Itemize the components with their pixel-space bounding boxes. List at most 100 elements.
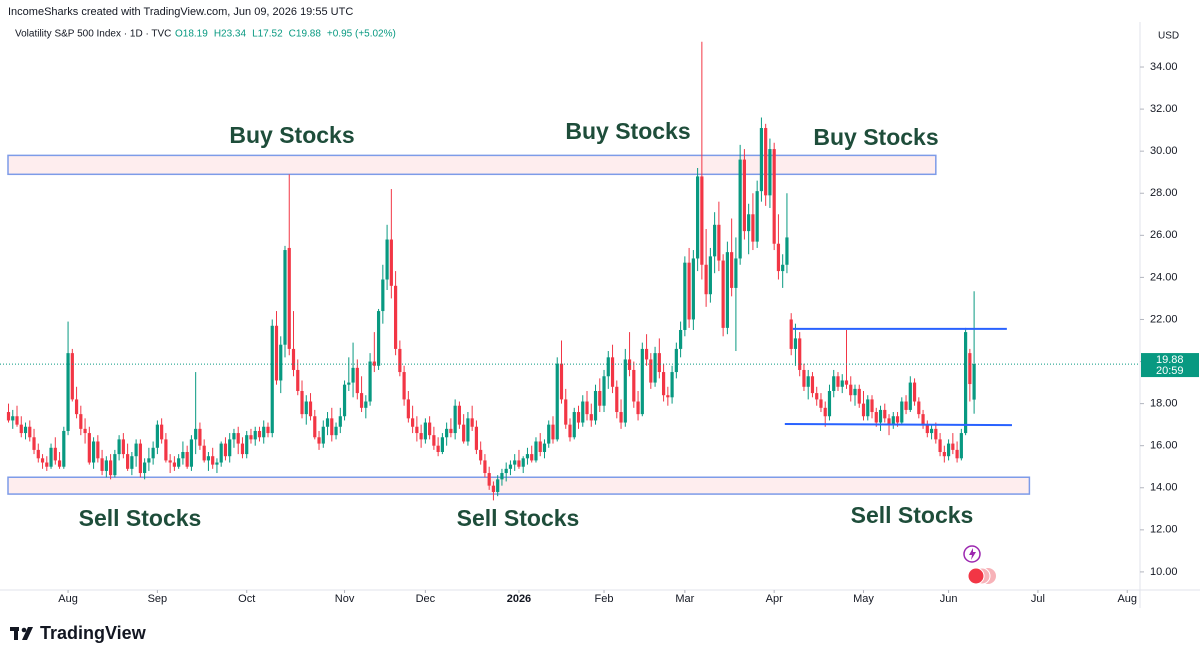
candle-body bbox=[121, 439, 125, 455]
candle-body bbox=[432, 435, 436, 446]
candle-body bbox=[921, 414, 925, 425]
candle-body bbox=[143, 462, 147, 474]
x-tick-label: May bbox=[853, 593, 874, 605]
candle-body bbox=[428, 422, 432, 436]
candle-body bbox=[866, 399, 870, 417]
candle-body bbox=[219, 443, 223, 463]
candle-body bbox=[155, 424, 159, 448]
x-tick-label: Jun bbox=[940, 593, 958, 605]
candle-body bbox=[308, 401, 313, 417]
candle-body bbox=[338, 416, 342, 427]
candle-body bbox=[470, 418, 474, 427]
x-tick-label: Oct bbox=[238, 593, 255, 605]
y-tick-label: 24.00 bbox=[1150, 271, 1178, 283]
candle-body bbox=[955, 449, 959, 459]
event-icon-bolt bbox=[969, 548, 976, 560]
candle-body bbox=[462, 424, 466, 442]
brand: TradingView bbox=[40, 623, 147, 643]
candle-body bbox=[385, 239, 389, 280]
candle-body bbox=[708, 256, 712, 295]
candle-body bbox=[568, 424, 572, 438]
candle-body bbox=[968, 353, 972, 385]
candle-body bbox=[287, 247, 291, 349]
brand-logo bbox=[10, 627, 33, 640]
candle-body bbox=[691, 258, 695, 320]
candle-body bbox=[381, 279, 385, 312]
candle-body bbox=[249, 435, 253, 440]
candle-body bbox=[581, 401, 585, 423]
candle-body bbox=[304, 401, 308, 415]
candle-body bbox=[130, 456, 134, 469]
y-tick-label: 10.00 bbox=[1150, 566, 1178, 578]
candle-body bbox=[751, 214, 755, 242]
candle-body bbox=[798, 338, 802, 370]
candle-body bbox=[181, 451, 185, 459]
candle-body bbox=[70, 353, 74, 400]
change: +0.95 (+5.02%) bbox=[327, 29, 396, 40]
candle-body bbox=[929, 428, 934, 434]
candle-body bbox=[283, 250, 287, 345]
chart-pane bbox=[6, 41, 1031, 501]
candle-body bbox=[900, 401, 904, 423]
candle-body bbox=[615, 386, 619, 413]
candle-body bbox=[372, 361, 376, 366]
candle-body bbox=[730, 252, 734, 288]
candle-body bbox=[593, 390, 598, 421]
y-tick-label: 34.00 bbox=[1150, 61, 1178, 73]
candle-body bbox=[79, 414, 83, 429]
candle-body bbox=[91, 441, 96, 463]
candle-body bbox=[83, 428, 87, 434]
candle-body bbox=[606, 357, 610, 377]
candle-body bbox=[500, 473, 504, 480]
y-tick-label: 26.00 bbox=[1150, 229, 1178, 241]
x-tick-label: Aug bbox=[58, 593, 78, 605]
candle-body bbox=[236, 433, 240, 444]
candle-body bbox=[632, 369, 636, 402]
annotation: Sell Stocks bbox=[851, 502, 974, 528]
price-label: 19.88 bbox=[1156, 354, 1184, 366]
candle-body bbox=[951, 443, 955, 450]
candle-body bbox=[419, 433, 423, 440]
candle-body bbox=[440, 437, 444, 452]
candle-body bbox=[487, 473, 491, 486]
y-tick-label: 18.00 bbox=[1150, 398, 1178, 410]
candle-body bbox=[28, 426, 32, 438]
candle-body bbox=[959, 433, 963, 459]
candle-body bbox=[240, 443, 245, 455]
candle-body bbox=[525, 454, 530, 459]
candle-body bbox=[789, 319, 793, 349]
candle-body bbox=[627, 359, 632, 370]
candle-body bbox=[823, 407, 827, 417]
candle-body bbox=[738, 159, 742, 259]
candle-body bbox=[321, 426, 325, 444]
candle-body bbox=[874, 412, 878, 423]
candle-body bbox=[521, 458, 525, 467]
candle-body bbox=[300, 390, 304, 415]
candle-body bbox=[257, 430, 262, 438]
candle-body bbox=[508, 464, 513, 469]
candle-body bbox=[411, 418, 415, 427]
candle-body bbox=[211, 456, 215, 465]
candle-body bbox=[849, 384, 853, 396]
candle-body bbox=[291, 348, 296, 370]
annotation: Buy Stocks bbox=[813, 124, 938, 150]
candle-body bbox=[364, 401, 368, 408]
candle-body bbox=[406, 399, 410, 419]
candle-body bbox=[330, 418, 334, 436]
candle-body bbox=[313, 416, 317, 438]
ohlc-value: L17.52 bbox=[252, 29, 283, 40]
event-icon bbox=[967, 567, 985, 585]
y-tick-label: 28.00 bbox=[1150, 187, 1178, 199]
candle-body bbox=[168, 460, 172, 463]
y-tick-label: 30.00 bbox=[1150, 145, 1178, 157]
attribution: IncomeSharks created with TradingView.co… bbox=[8, 6, 353, 18]
candle-body bbox=[334, 426, 338, 436]
annotation: Buy Stocks bbox=[229, 122, 354, 148]
candle-body bbox=[87, 433, 91, 463]
candle-body bbox=[942, 451, 946, 457]
x-tick-label: Nov bbox=[335, 593, 355, 605]
candle-body bbox=[96, 441, 100, 459]
candle-body bbox=[585, 401, 589, 415]
candle-body bbox=[666, 395, 670, 398]
